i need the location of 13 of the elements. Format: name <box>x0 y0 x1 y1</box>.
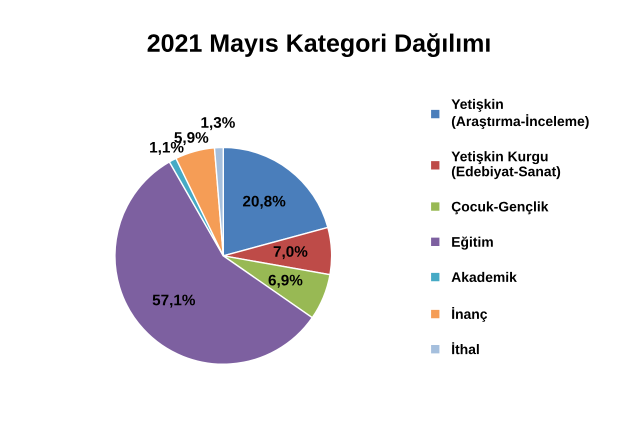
legend-label: Yetişkin Kurgu (Edebiyat-Sanat) <box>451 151 560 180</box>
legend-label: İthal <box>452 342 479 354</box>
data-label: 1,3% <box>201 117 235 130</box>
chart-title: 2021 Mayıs Kategori Dağılımı <box>148 33 490 57</box>
data-label: 7,0% <box>274 246 308 260</box>
legend-label: Çocuk-Gençlik <box>452 201 548 214</box>
legend-label: Eğitim <box>452 236 493 250</box>
data-label: 57,1% <box>152 294 196 308</box>
data-label: 20,8% <box>242 196 286 209</box>
legend-label: Yetişkin (Araştırma-İnceleme) <box>451 98 589 129</box>
legend-label: Akademik <box>452 272 517 282</box>
legend-label: İnanç <box>452 307 488 322</box>
data-label: 6,9% <box>268 274 302 288</box>
